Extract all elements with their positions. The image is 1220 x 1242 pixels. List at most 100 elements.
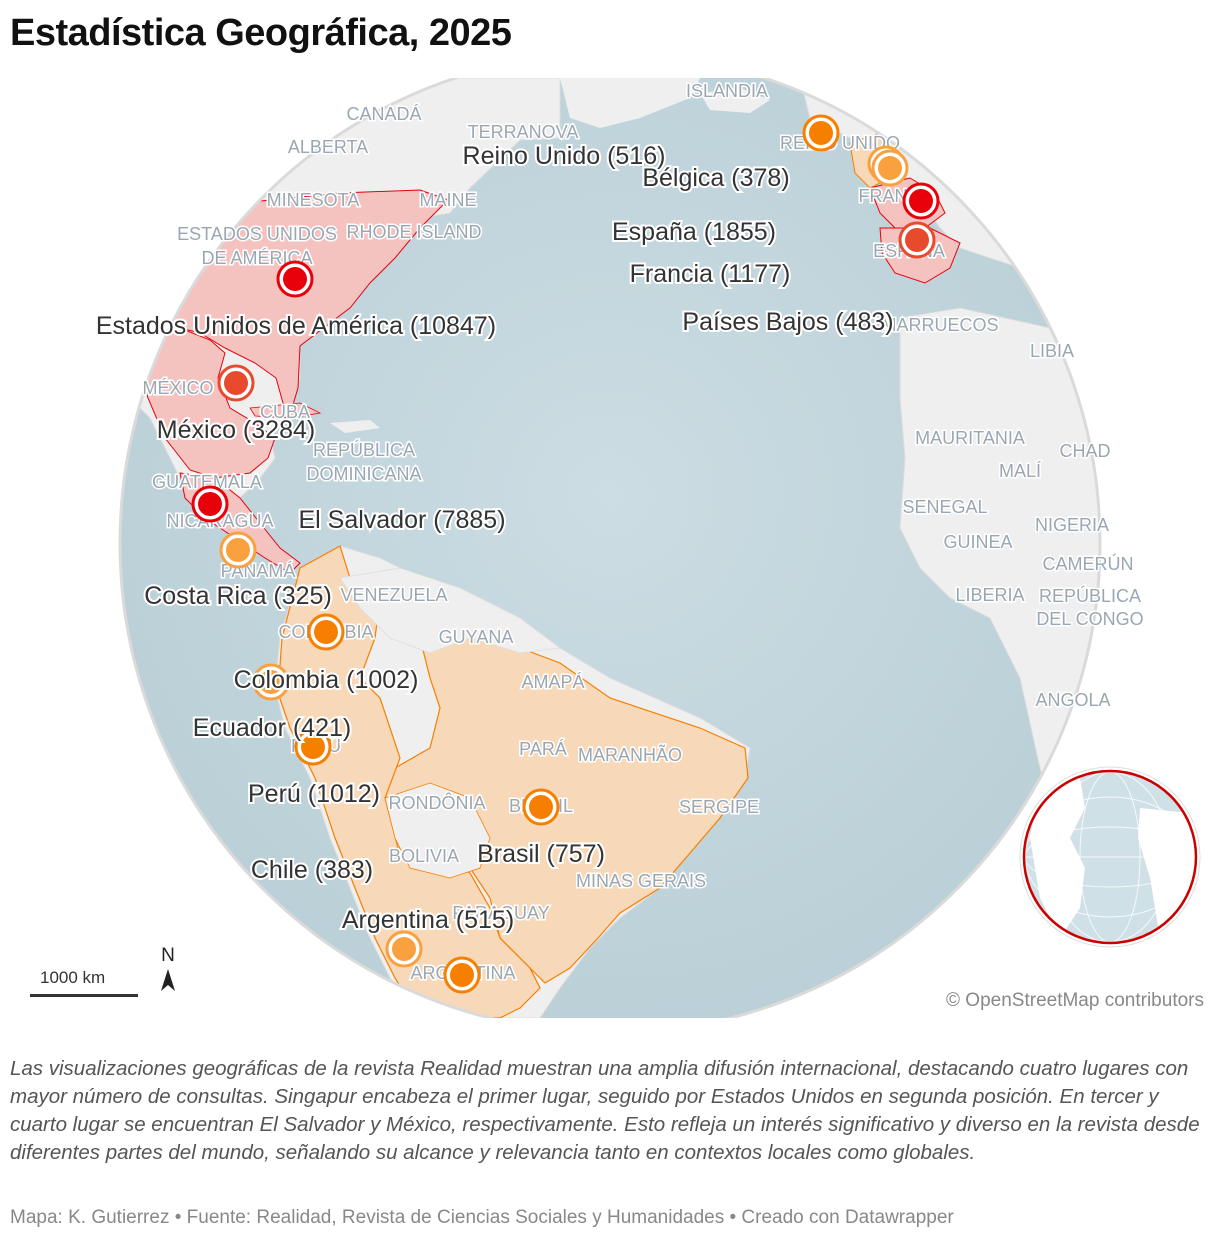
geo-label: MALÍ xyxy=(999,461,1041,481)
marker-label: Estados Unidos de América (10847) xyxy=(96,312,496,340)
geo-label: ESTADOS UNIDOS xyxy=(177,224,337,244)
geo-label: ALBERTA xyxy=(288,137,368,157)
marker-ecuador[interactable] xyxy=(252,663,290,701)
geo-label: LIBIA xyxy=(1030,341,1074,361)
geo-label: LIBERIA xyxy=(955,585,1024,605)
inset-outline xyxy=(1019,766,1201,948)
geo-label: GUYANA xyxy=(439,627,514,647)
marker-dot[interactable] xyxy=(226,538,250,562)
scale-label: 1000 km xyxy=(40,968,106,987)
geo-label: BOLIVIA xyxy=(389,846,459,866)
geo-label: MINAS GERAIS xyxy=(576,871,706,891)
geo-label: GUINEA xyxy=(943,532,1012,552)
marker-usa[interactable] xyxy=(276,260,314,298)
geo-label: MAURITANIA xyxy=(915,428,1025,448)
marker-dot[interactable] xyxy=(905,228,929,252)
globe-rim xyxy=(118,78,1102,1018)
marker-dot[interactable] xyxy=(224,371,248,395)
marker-dot[interactable] xyxy=(529,795,553,819)
geo-label: MARRUECOS xyxy=(881,315,998,335)
map-svg[interactable]: ISLANDIA CANADÁ ALBERTA TERRANOVA MINESO… xyxy=(0,78,1220,1018)
geo-label: ISLANDIA xyxy=(686,81,768,101)
marker-belgica[interactable] xyxy=(871,149,909,187)
scale-bar: 1000 km xyxy=(30,968,138,997)
marker-dot[interactable] xyxy=(314,620,338,644)
geo-label: GUATEMALA xyxy=(152,472,262,492)
marker-label: El Salvador (7885) xyxy=(298,506,505,534)
marker-el-salvador[interactable] xyxy=(191,485,229,523)
geo-label: RHODE ISLAND xyxy=(346,222,481,242)
land-hispaniola xyxy=(330,420,380,433)
marker-label: Costa Rica (325) xyxy=(144,582,332,610)
inset-americas xyxy=(1030,778,1085,938)
geo-label: REPÚBLICA xyxy=(313,439,415,460)
marker-dot[interactable] xyxy=(809,121,833,145)
geo-label: NIGERIA xyxy=(1035,515,1109,535)
byline: Mapa: K. Gutierrez • Fuente: Realidad, R… xyxy=(10,1207,954,1228)
marker-reino-unido[interactable] xyxy=(802,114,840,152)
north-arrow-icon xyxy=(161,969,175,991)
marker-dot[interactable] xyxy=(450,963,474,987)
inset-locator xyxy=(1019,766,1201,948)
marker-costa-rica[interactable] xyxy=(219,531,257,569)
north-arrow: N xyxy=(156,945,180,998)
geo-label: MAINE xyxy=(419,190,476,210)
marker-francia[interactable] xyxy=(902,182,940,220)
marker-label: Francia (1177) xyxy=(630,260,791,288)
geo-label: DEL CONGO xyxy=(1036,609,1143,629)
geo-label: PARAGUAY xyxy=(452,903,549,923)
marker-label: España (1855) xyxy=(612,218,776,246)
marker-label: Argentina (515) xyxy=(342,906,514,934)
scale-line xyxy=(30,994,138,997)
land-cuba xyxy=(249,402,322,419)
geo-label: AMAPÁ xyxy=(521,672,584,692)
region-mexico xyxy=(134,307,276,479)
geo-label: MINESOTA xyxy=(267,190,360,210)
marker-argentina[interactable] xyxy=(443,956,481,994)
marker-dot[interactable] xyxy=(283,267,307,291)
marker-dot[interactable] xyxy=(909,189,933,213)
attribution[interactable]: © OpenStreetMap contributors xyxy=(946,990,1204,1011)
marker-label: México (3284) xyxy=(157,416,315,444)
geo-label: CUBA xyxy=(260,402,310,422)
marker-label: Reino Unido (516) xyxy=(463,142,666,170)
marker-label: Bélgica (378) xyxy=(642,164,789,192)
marker-dot[interactable] xyxy=(198,492,222,516)
marker-label: Chile (383) xyxy=(251,856,373,884)
marker-labels: Estados Unidos de América (10847) El Sal… xyxy=(94,140,896,936)
marker-label: Colombia (1002) xyxy=(234,666,419,694)
inset-frame xyxy=(1022,769,1198,945)
marker-dot[interactable] xyxy=(259,670,283,694)
land-iceland xyxy=(700,88,770,113)
markers[interactable] xyxy=(191,114,940,994)
marker-label: Perú (1012) xyxy=(248,780,380,808)
geo-label: DOMINICANA xyxy=(306,464,421,484)
geo-label: MARANHÃO xyxy=(578,744,682,765)
geo-label: SENEGAL xyxy=(902,497,987,517)
marker-colombia[interactable] xyxy=(307,613,345,651)
land-bolivia xyxy=(384,782,491,879)
geo-label: CAMERÚN xyxy=(1042,553,1133,574)
geo-label: SERGIPE xyxy=(679,797,759,817)
marker-label: Países Bajos (483) xyxy=(682,308,893,336)
inset-graticule xyxy=(1025,772,1195,942)
geo-label: VENEZUELA xyxy=(340,585,447,605)
geo-label: PARÁ xyxy=(519,739,567,759)
map[interactable]: ISLANDIA CANADÁ ALBERTA TERRANOVA MINESO… xyxy=(0,78,1220,1018)
marker-mexico[interactable] xyxy=(217,364,255,402)
marker-dot[interactable] xyxy=(392,937,416,961)
marker-brasil[interactable] xyxy=(522,788,560,826)
geo-label: ANGOLA xyxy=(1035,690,1110,710)
marker-dot[interactable] xyxy=(878,156,902,180)
marker-dot[interactable] xyxy=(301,735,325,759)
land-venezuela xyxy=(339,567,562,654)
geo-label: RONDÔNIA xyxy=(388,792,485,813)
geo-label: CHAD xyxy=(1059,441,1110,461)
marker-espana[interactable] xyxy=(898,221,936,259)
geo-label: TERRANOVA xyxy=(468,122,579,142)
page-title: Estadística Geográfica, 2025 xyxy=(10,12,512,54)
marker-chile[interactable] xyxy=(385,930,423,968)
marker-peru[interactable] xyxy=(294,728,332,766)
geo-label: MÉXICO xyxy=(142,378,213,398)
description: Las visualizaciones geográficas de la re… xyxy=(10,1057,1200,1164)
